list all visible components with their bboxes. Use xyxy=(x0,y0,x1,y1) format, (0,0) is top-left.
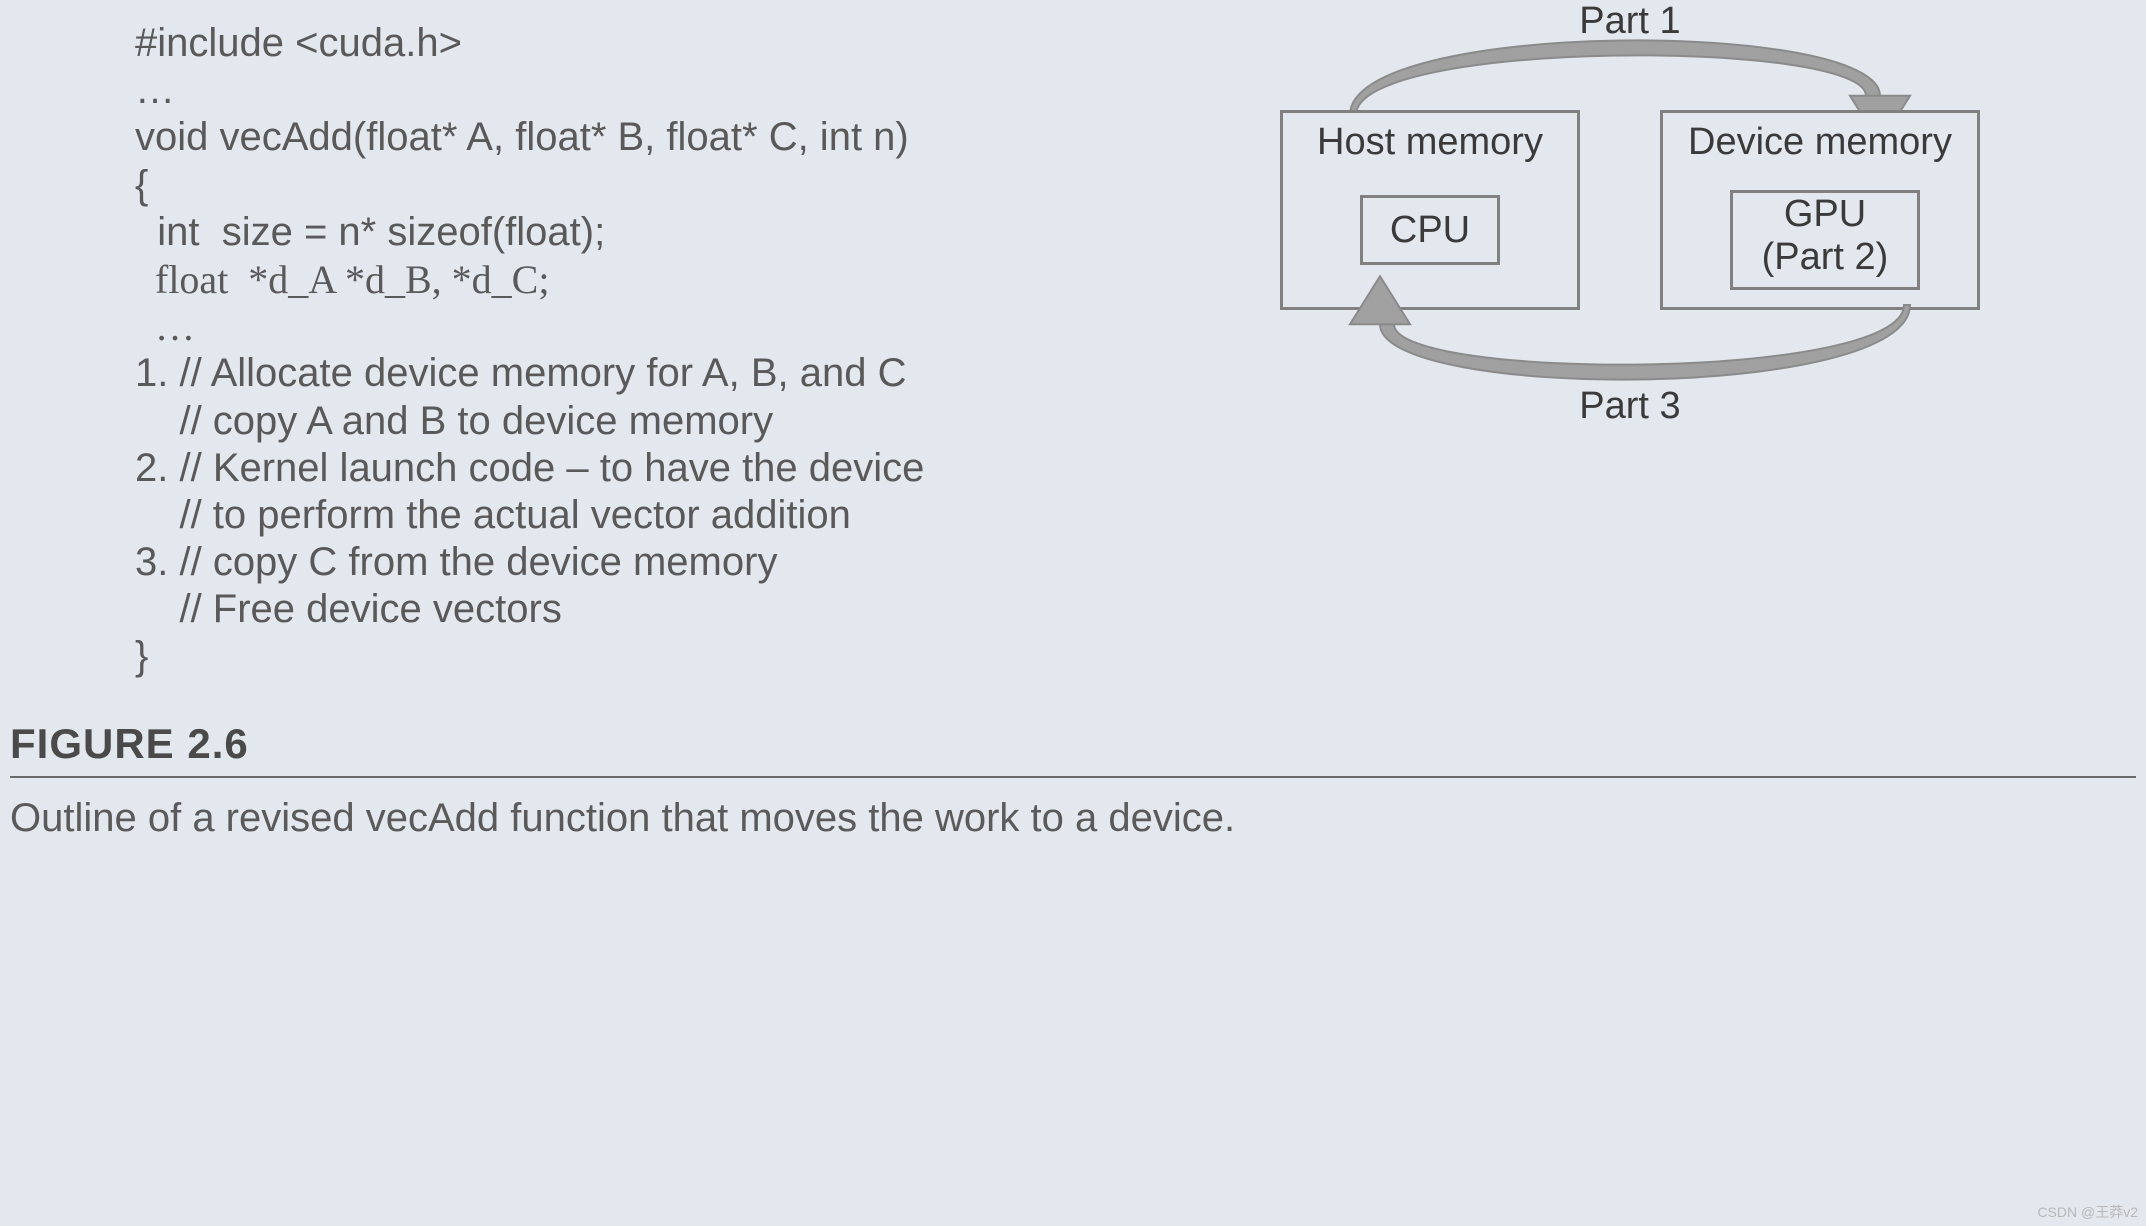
device-memory-label: Device memory xyxy=(1663,121,1977,164)
figure-title: FIGURE 2.6 xyxy=(10,720,249,768)
code-line: #include <cuda.h> xyxy=(135,20,924,67)
arrow-bottom xyxy=(1350,305,1910,385)
code-line: // Free device vectors xyxy=(135,586,924,633)
part3-label: Part 3 xyxy=(1530,385,1730,428)
code-line: 1. // Allocate device memory for A, B, a… xyxy=(135,350,924,397)
cpu-label: CPU xyxy=(1363,198,1497,262)
watermark: CSDN @王莽v2 xyxy=(2037,1202,2138,1222)
code-line: float *d_A *d_B, *d_C; xyxy=(135,256,924,303)
diagram: Part 1 Part 3 Host memory CPU Device mem… xyxy=(1280,10,2140,450)
gpu-label-line2: (Part 2) xyxy=(1733,236,1917,279)
cpu-box: CPU xyxy=(1360,195,1500,265)
code-line: int size = n* sizeof(float); xyxy=(135,209,924,256)
page: #include <cuda.h>…void vecAdd(float* A, … xyxy=(0,0,2146,1226)
figure-caption: Outline of a revised vecAdd function tha… xyxy=(10,796,1235,841)
gpu-label-line1: GPU xyxy=(1733,193,1917,236)
code-line: 2. // Kernel launch code – to have the d… xyxy=(135,445,924,492)
code-line: // copy A and B to device memory xyxy=(135,398,924,445)
code-line: … xyxy=(135,303,924,350)
code-block: #include <cuda.h>…void vecAdd(float* A, … xyxy=(135,20,924,681)
host-memory-label: Host memory xyxy=(1283,121,1577,164)
arrow-top xyxy=(1350,35,1910,115)
code-line: { xyxy=(135,162,924,209)
code-line: // to perform the actual vector addition xyxy=(135,492,924,539)
code-line: … xyxy=(135,67,924,114)
code-line: 3. // copy C from the device memory xyxy=(135,539,924,586)
code-line: } xyxy=(135,633,924,680)
gpu-box: GPU (Part 2) xyxy=(1730,190,1920,290)
code-line: void vecAdd(float* A, float* B, float* C… xyxy=(135,114,924,161)
figure-rule xyxy=(10,776,2136,778)
